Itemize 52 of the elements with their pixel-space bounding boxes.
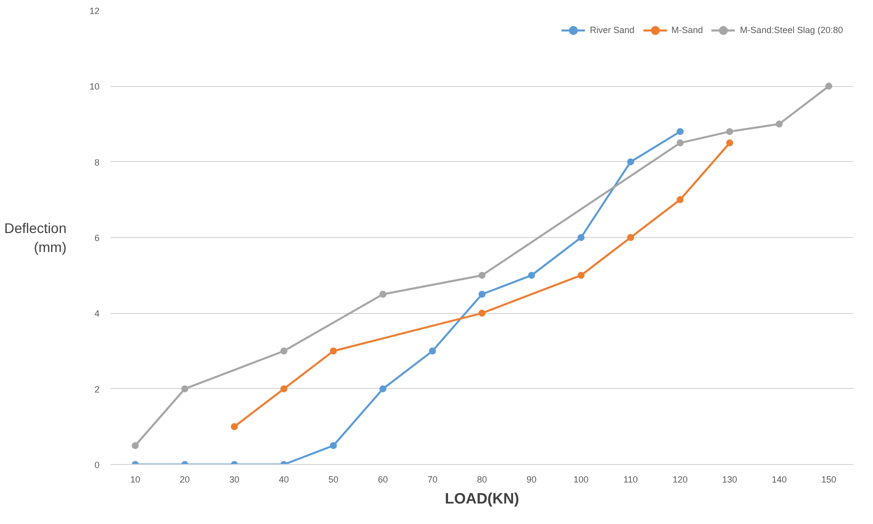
point [578, 234, 585, 241]
point [676, 139, 684, 146]
x-tick-label: 60 [378, 474, 388, 484]
point [676, 128, 684, 136]
point [478, 272, 486, 279]
point [627, 234, 634, 241]
point [428, 348, 436, 354]
x-tick-label: 30 [229, 474, 240, 484]
y-tick-label: 12 [89, 6, 100, 16]
x-tick-label: 10 [130, 474, 140, 484]
point [330, 442, 337, 450]
point [825, 82, 832, 90]
x-tick-label: 120 [672, 474, 688, 484]
y-tick-label: 0 [94, 460, 100, 470]
legend-label: M-Sand [671, 25, 703, 35]
y-axis-title: Deflection (mm) [4, 220, 66, 256]
legend-label: River Sand [590, 25, 634, 35]
point [726, 139, 734, 146]
y-tick-label: 8 [94, 157, 100, 168]
point [528, 272, 536, 279]
point [726, 128, 734, 136]
x-tick-label: 140 [772, 474, 787, 484]
x-tick-label: 150 [821, 474, 836, 484]
point [676, 196, 684, 204]
y-tick-label: 2 [94, 384, 100, 394]
x-tick-label: 100 [574, 474, 589, 484]
y-tick-label: 10 [89, 82, 100, 92]
point [230, 423, 238, 430]
x-tick-label: 70 [427, 474, 438, 484]
point [578, 272, 585, 279]
x-tick-label: 90 [526, 474, 537, 484]
point [330, 348, 337, 354]
point [478, 310, 486, 317]
point [132, 442, 139, 450]
point [280, 348, 288, 354]
point [478, 290, 486, 298]
x-tick-label: 50 [328, 474, 338, 484]
x-axis-title: LOAD(KN) [444, 490, 520, 508]
point [627, 158, 634, 166]
y-tick-label: 4 [94, 308, 100, 319]
point [280, 385, 288, 392]
point [379, 290, 386, 298]
x-tick-label: 80 [476, 474, 488, 484]
x-tick-label: 40 [278, 474, 289, 484]
legend-label: M-Sand:Steel Slag (20:80 [740, 25, 843, 35]
y-tick-label: 6 [94, 233, 100, 243]
x-tick-label: 130 [722, 474, 738, 484]
x-tick-label: 20 [180, 474, 190, 484]
x-tick-label: 110 [623, 474, 638, 484]
point [776, 120, 783, 128]
point [181, 385, 188, 392]
point [379, 385, 386, 392]
